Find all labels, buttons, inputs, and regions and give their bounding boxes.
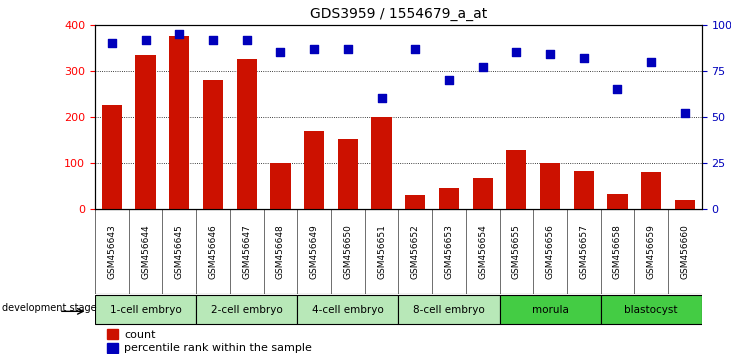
FancyBboxPatch shape [196, 295, 298, 324]
Text: GSM456655: GSM456655 [512, 224, 521, 279]
Bar [107, 343, 118, 353]
Bar [405, 195, 425, 209]
Bar [371, 117, 392, 209]
Bar [675, 200, 695, 209]
Bar [135, 55, 156, 209]
Bar [107, 329, 118, 339]
Text: GSM456643: GSM456643 [107, 224, 116, 279]
Text: 8-cell embryo: 8-cell embryo [413, 305, 485, 315]
Bar [270, 163, 290, 209]
Text: GSM456653: GSM456653 [444, 224, 453, 279]
Bar [169, 36, 189, 209]
Text: GSM456656: GSM456656 [545, 224, 555, 279]
Text: GSM456647: GSM456647 [242, 224, 251, 279]
Point [207, 37, 219, 42]
Bar [472, 178, 493, 209]
Point [140, 37, 151, 42]
Bar [607, 194, 628, 209]
Text: GSM456646: GSM456646 [208, 224, 218, 279]
Point [443, 77, 455, 83]
FancyBboxPatch shape [499, 295, 601, 324]
Point [342, 46, 354, 52]
Bar [102, 105, 122, 209]
Text: percentile rank within the sample: percentile rank within the sample [124, 343, 312, 353]
Bar [203, 80, 223, 209]
Title: GDS3959 / 1554679_a_at: GDS3959 / 1554679_a_at [310, 7, 487, 21]
Bar [507, 150, 526, 209]
Bar [237, 59, 257, 209]
Point [544, 51, 556, 57]
Text: GSM456644: GSM456644 [141, 224, 150, 279]
Text: development stage: development stage [2, 303, 96, 313]
Text: GSM456651: GSM456651 [377, 224, 386, 279]
FancyBboxPatch shape [298, 295, 398, 324]
Bar [304, 131, 325, 209]
FancyBboxPatch shape [398, 295, 499, 324]
Text: morula: morula [531, 305, 569, 315]
Bar [439, 188, 459, 209]
Text: GSM456660: GSM456660 [681, 224, 689, 279]
Bar [338, 139, 358, 209]
Point [275, 50, 287, 55]
Text: GSM456658: GSM456658 [613, 224, 622, 279]
Text: count: count [124, 330, 156, 340]
Bar [641, 172, 662, 209]
Point [106, 40, 118, 46]
Point [612, 86, 624, 92]
Point [679, 110, 691, 116]
Text: 4-cell embryo: 4-cell embryo [312, 305, 384, 315]
Text: GSM456652: GSM456652 [411, 224, 420, 279]
Text: GSM456650: GSM456650 [344, 224, 352, 279]
Text: 1-cell embryo: 1-cell embryo [110, 305, 181, 315]
Text: GSM456659: GSM456659 [647, 224, 656, 279]
Text: GSM456654: GSM456654 [478, 224, 487, 279]
Point [173, 31, 185, 37]
Bar [540, 163, 560, 209]
FancyBboxPatch shape [601, 295, 702, 324]
Point [409, 46, 421, 52]
Text: 2-cell embryo: 2-cell embryo [211, 305, 283, 315]
Text: GSM456648: GSM456648 [276, 224, 285, 279]
Text: GSM456657: GSM456657 [579, 224, 588, 279]
Point [510, 50, 522, 55]
FancyBboxPatch shape [95, 295, 196, 324]
Point [645, 59, 657, 64]
Text: GSM456649: GSM456649 [310, 224, 319, 279]
Point [376, 96, 387, 101]
Point [240, 37, 253, 42]
Text: blastocyst: blastocyst [624, 305, 678, 315]
Point [578, 55, 590, 61]
Point [308, 46, 320, 52]
Text: GSM456645: GSM456645 [175, 224, 183, 279]
Bar [574, 171, 594, 209]
Point [477, 64, 488, 70]
